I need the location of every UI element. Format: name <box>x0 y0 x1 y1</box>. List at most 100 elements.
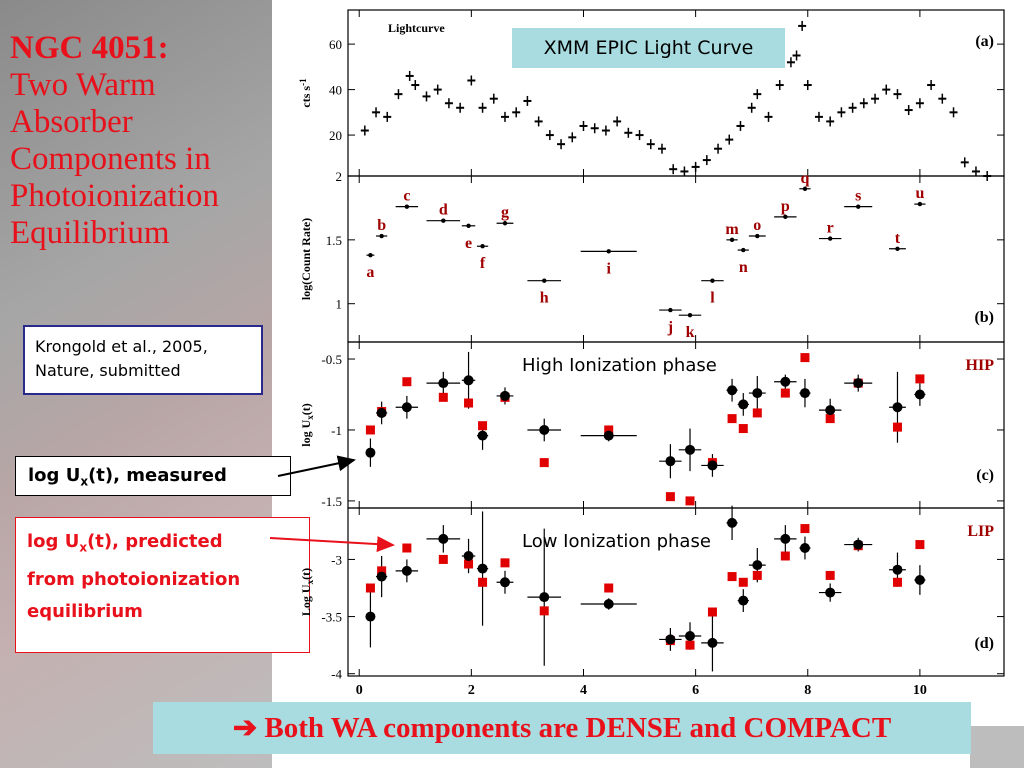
conclusion-text: Both WA components are DENSE and COMPACT <box>264 712 892 744</box>
panel-title-a: Lightcurve <box>388 21 445 35</box>
count-rate-point <box>856 204 861 209</box>
panel-tag-b: (b) <box>974 309 994 326</box>
predicted-point <box>800 353 810 363</box>
predicted-point <box>892 422 902 432</box>
predicted-point <box>738 424 748 434</box>
predicted-point <box>604 583 614 593</box>
count-rate-point <box>606 249 611 254</box>
panel-tag-a: (a) <box>975 33 994 50</box>
predicted-point <box>915 540 925 550</box>
predicted-point <box>665 492 675 502</box>
x-tick-label: 10 <box>913 683 927 698</box>
predicted-label-box: log Ux(t), predicted from photoionizatio… <box>15 517 310 653</box>
count-rate-point <box>895 246 900 251</box>
point-letter: u <box>915 185 924 202</box>
measured-point <box>401 565 412 576</box>
measured-point <box>401 402 412 413</box>
measured-point <box>499 390 510 401</box>
predicted-point <box>752 408 762 418</box>
title-line-1: Two Warm <box>10 67 156 103</box>
y-tick-label: -1.5 <box>321 494 342 509</box>
point-letter: n <box>739 259 748 276</box>
measured-point <box>685 631 696 641</box>
predicted-point <box>752 570 762 580</box>
predicted-point <box>377 566 387 576</box>
measured-point <box>799 388 810 399</box>
y-tick-label: 60 <box>329 37 342 52</box>
predicted-point <box>800 524 810 534</box>
measured-point <box>853 378 864 389</box>
predicted-line-2: from photoionization <box>27 568 241 590</box>
count-rate-point <box>404 204 410 209</box>
panel-tag2-c: (c) <box>976 467 994 484</box>
measured-point <box>892 402 903 413</box>
measured-point <box>365 611 376 622</box>
count-rate-point <box>668 307 673 313</box>
predicted-point <box>727 414 737 424</box>
measured-point <box>365 447 376 458</box>
measured-point <box>914 389 925 400</box>
point-letter: a <box>366 264 374 281</box>
point-letter: r <box>827 220 834 237</box>
predicted-sub: x <box>79 540 88 555</box>
point-letter: f <box>480 255 486 272</box>
point-letter: e <box>465 235 472 252</box>
measured-point <box>463 551 474 561</box>
predicted-point <box>438 554 448 564</box>
count-rate-point <box>368 252 373 258</box>
predicted-point <box>685 496 695 506</box>
panel-tag-d: LIP <box>967 523 994 540</box>
predicted-point <box>539 606 549 616</box>
right-background <box>272 0 1024 768</box>
point-letter: h <box>540 290 549 307</box>
panel-frame-d <box>347 507 1005 677</box>
point-letter: d <box>439 202 448 219</box>
lightcurve-label: XMM EPIC Light Curve <box>512 28 785 68</box>
measured-point <box>603 430 614 441</box>
measured-point <box>685 444 696 455</box>
measured-point <box>376 571 387 582</box>
measured-point <box>914 575 925 585</box>
y-tick-label: 20 <box>329 128 342 143</box>
measured-prefix: log U <box>28 465 81 486</box>
y-tick-label: 1.5 <box>326 233 342 248</box>
count-rate-point <box>755 233 760 239</box>
measured-point <box>539 592 550 603</box>
predicted-point <box>738 577 748 587</box>
measured-point <box>463 375 474 386</box>
measured-point <box>738 399 749 410</box>
y-tick-label: -0.5 <box>321 352 342 367</box>
measured-point <box>539 424 550 435</box>
predicted-point <box>464 559 474 569</box>
measured-point <box>780 533 791 544</box>
y-tick-label: 2 <box>336 169 343 184</box>
point-letter: j <box>667 319 673 336</box>
measured-point <box>707 460 718 471</box>
y-tick-label: -4 <box>331 667 342 682</box>
title-line-5: Equilibrium <box>10 215 170 251</box>
reference-line-1: Krongold et al., 2005, <box>35 337 208 356</box>
hip-phase-label: High Ionization phase <box>522 355 717 376</box>
x-tick-label: 6 <box>692 683 699 698</box>
measured-suffix: (t), measured <box>88 465 227 486</box>
measured-point <box>738 595 749 606</box>
point-letter: t <box>895 230 901 247</box>
measured-point <box>752 388 763 399</box>
predicted-point <box>727 572 737 582</box>
predicted-point <box>780 388 790 398</box>
x-tick-label: 4 <box>580 683 587 698</box>
predicted-point <box>478 577 488 587</box>
y-tick-label: 1 <box>336 297 343 312</box>
y-axis-label-a: cts s-1 <box>298 78 313 108</box>
measured-point <box>707 637 718 648</box>
predicted-point <box>707 607 717 617</box>
y-axis-label-b: log(Count Rate) <box>299 218 313 300</box>
reference-box: Krongold et al., 2005, Nature, submitted <box>23 325 263 395</box>
predicted-point <box>500 558 510 568</box>
measured-point <box>752 560 763 571</box>
count-rate-point <box>710 278 715 283</box>
title-line-3: Components in <box>10 141 211 177</box>
measured-point <box>477 563 488 574</box>
reference-line-2: Nature, submitted <box>35 361 181 380</box>
count-rate-point <box>827 236 833 241</box>
